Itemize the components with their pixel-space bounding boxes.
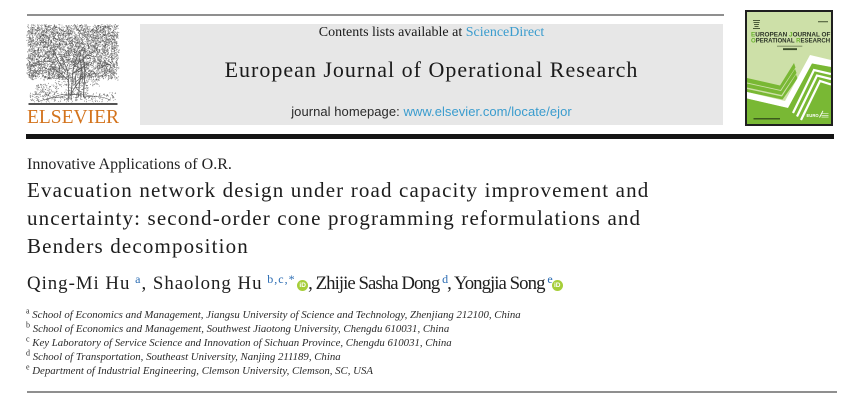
svg-text:EURO: EURO [807, 113, 820, 118]
svg-text:OPERATIONAL RESEARCH: OPERATIONAL RESEARCH [751, 38, 830, 44]
svg-text:EUROPEAN JOURNAL OF: EUROPEAN JOURNAL OF [751, 32, 831, 39]
